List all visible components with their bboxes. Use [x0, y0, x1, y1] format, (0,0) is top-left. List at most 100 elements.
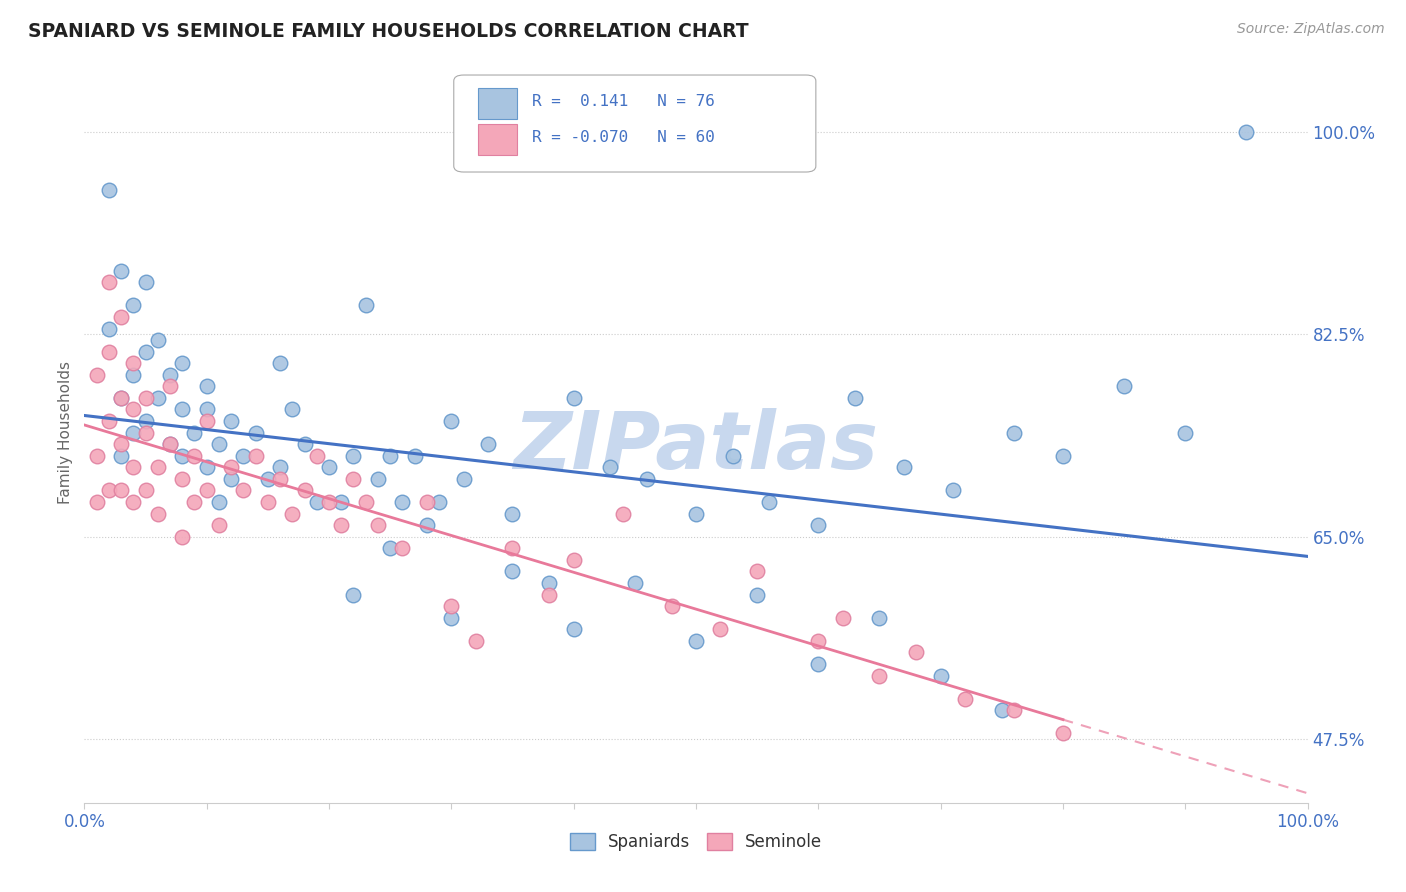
Point [195, 460, 218, 475]
Point [135, 391, 157, 405]
Point [562, 553, 585, 567]
Point [86, 449, 108, 463]
Point [232, 483, 254, 498]
Point [354, 495, 377, 509]
Point [991, 703, 1014, 717]
Point [135, 344, 157, 359]
Point [146, 460, 169, 475]
Point [110, 437, 132, 451]
Point [172, 402, 194, 417]
Point [416, 495, 439, 509]
Point [709, 622, 731, 636]
Point [440, 611, 463, 625]
Point [110, 483, 132, 498]
Point [391, 495, 413, 509]
Point [183, 495, 205, 509]
Point [219, 460, 242, 475]
Point [342, 588, 364, 602]
Point [440, 599, 463, 614]
Point [416, 518, 439, 533]
Point [122, 425, 145, 440]
Point [122, 460, 145, 475]
Point [146, 333, 169, 347]
Point [342, 472, 364, 486]
Point [97, 414, 120, 428]
Point [685, 507, 707, 521]
Point [929, 668, 952, 682]
Point [183, 425, 205, 440]
Point [122, 402, 145, 417]
Point [159, 437, 181, 451]
Point [1114, 379, 1136, 393]
Point [612, 507, 634, 521]
FancyBboxPatch shape [478, 124, 517, 155]
Point [122, 368, 145, 382]
Point [257, 472, 280, 486]
Point [195, 414, 218, 428]
Point [477, 437, 499, 451]
Point [86, 495, 108, 509]
Point [245, 449, 267, 463]
Point [380, 449, 402, 463]
Point [195, 379, 218, 393]
Point [183, 449, 205, 463]
Point [146, 391, 169, 405]
Point [172, 472, 194, 486]
Text: R =  0.141   N = 76: R = 0.141 N = 76 [531, 95, 714, 109]
Point [807, 657, 830, 671]
Point [391, 541, 413, 556]
Point [869, 668, 891, 682]
Point [953, 691, 976, 706]
Point [869, 611, 891, 625]
Point [330, 518, 353, 533]
Point [219, 472, 242, 486]
Point [905, 645, 928, 659]
Point [404, 449, 426, 463]
Point [464, 633, 486, 648]
Point [844, 391, 866, 405]
Point [208, 437, 231, 451]
Point [110, 391, 132, 405]
Point [1002, 703, 1025, 717]
Point [172, 530, 194, 544]
Point [453, 472, 475, 486]
Point [269, 460, 291, 475]
Point [538, 588, 561, 602]
Point [807, 633, 830, 648]
Point [367, 472, 389, 486]
Point [97, 483, 120, 498]
Point [294, 437, 316, 451]
Point [599, 460, 621, 475]
Point [624, 576, 647, 591]
Point [122, 356, 145, 370]
Point [502, 507, 524, 521]
Point [721, 449, 744, 463]
Point [146, 507, 169, 521]
Text: ZIPatlas: ZIPatlas [513, 409, 879, 486]
Point [942, 483, 965, 498]
Text: R = -0.070   N = 60: R = -0.070 N = 60 [531, 129, 714, 145]
Point [1236, 125, 1258, 139]
Point [502, 565, 524, 579]
Point [110, 263, 132, 277]
Text: Source: ZipAtlas.com: Source: ZipAtlas.com [1237, 22, 1385, 37]
Point [318, 495, 340, 509]
Point [380, 541, 402, 556]
Point [135, 483, 157, 498]
Point [97, 183, 120, 197]
Point [269, 356, 291, 370]
Point [636, 472, 658, 486]
Point [747, 588, 769, 602]
Point [122, 298, 145, 312]
Point [86, 368, 108, 382]
Point [195, 483, 218, 498]
Point [208, 495, 231, 509]
Point [195, 402, 218, 417]
Point [893, 460, 915, 475]
Point [219, 414, 242, 428]
Point [281, 402, 304, 417]
Point [110, 310, 132, 324]
Point [758, 495, 780, 509]
Point [427, 495, 450, 509]
Point [831, 611, 853, 625]
